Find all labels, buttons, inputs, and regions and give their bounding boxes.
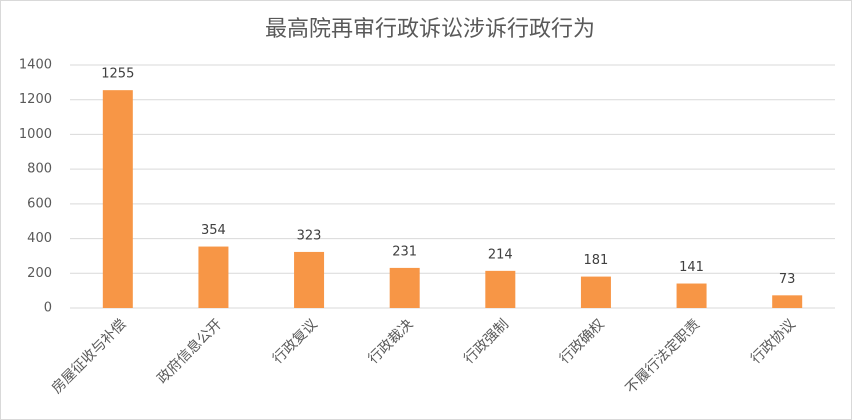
y-tick-label: 800 [27, 162, 52, 177]
y-tick-label: 0 [44, 301, 52, 316]
value-label: 214 [488, 247, 513, 262]
bar [198, 246, 229, 308]
value-label: 1255 [101, 67, 134, 82]
bar [294, 251, 325, 308]
chart-title: 最高院再审行政诉讼涉诉行政行为 [265, 17, 595, 42]
y-tick-label: 1200 [19, 92, 52, 107]
bar [772, 295, 803, 308]
y-tick-label: 200 [27, 266, 52, 281]
y-tick-label: 1400 [19, 58, 52, 73]
y-tick-label: 600 [27, 196, 52, 211]
bar [102, 90, 133, 309]
value-label: 141 [679, 260, 704, 275]
value-label: 73 [779, 272, 796, 287]
bar [580, 276, 611, 308]
bar [389, 267, 420, 308]
y-tick-label: 1000 [19, 127, 52, 142]
y-tick-label: 400 [27, 231, 52, 246]
value-label: 231 [392, 244, 417, 259]
bar [485, 270, 516, 308]
value-label: 354 [201, 223, 226, 238]
value-label: 181 [584, 253, 609, 268]
bar [676, 283, 707, 308]
value-label: 323 [297, 228, 322, 243]
